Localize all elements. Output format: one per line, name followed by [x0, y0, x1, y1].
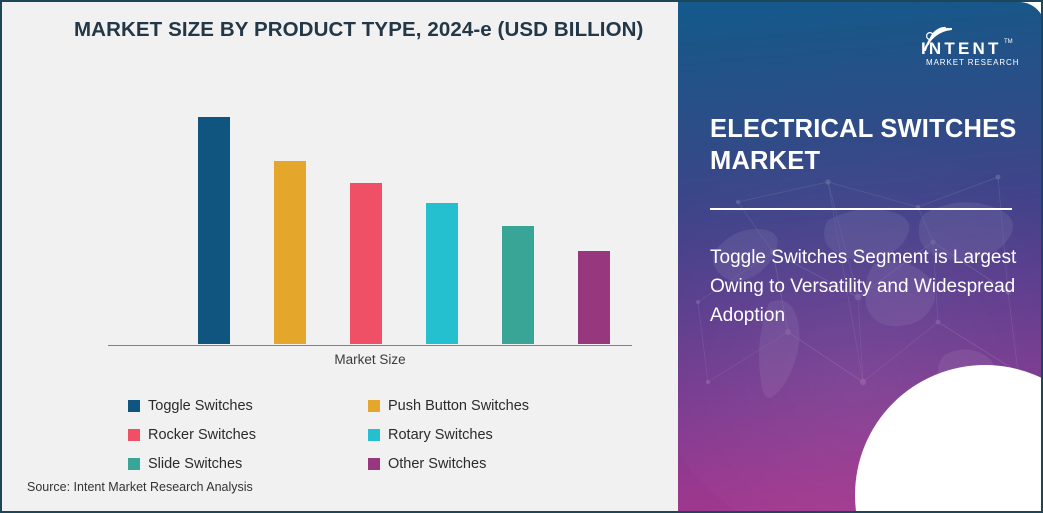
legend-item-rocker-switches[interactable]: Rocker Switches: [128, 427, 368, 443]
legend-item-slide-switches[interactable]: Slide Switches: [128, 456, 368, 472]
legend-swatch-icon: [368, 399, 380, 412]
bar-rocker-switches[interactable]: [350, 182, 382, 344]
legend-item-rotary-switches[interactable]: Rotary Switches: [368, 427, 598, 443]
legend-label: Toggle Switches: [148, 397, 253, 414]
legend-swatch-icon: [368, 428, 380, 441]
bar-push-button-switches[interactable]: [274, 160, 306, 344]
x-axis-label: Market Size: [334, 352, 406, 367]
panel-corner-cut: [855, 365, 1041, 511]
chart-legend: Toggle Switches Push Button Switches Rocke…: [128, 391, 598, 478]
brand-panel: INTENT TM MARKET RESEARCH ELECTRICAL SWI…: [678, 2, 1041, 511]
legend-label: Push Button Switches: [388, 397, 530, 414]
logo-wordmark: INTENT: [921, 39, 1002, 58]
logo-tagline: MARKET RESEARCH: [926, 58, 1019, 67]
bar-slot: [486, 102, 550, 344]
bar-rotary-switches[interactable]: [426, 203, 458, 344]
legend-swatch-icon: [368, 457, 380, 470]
bar-toggle-switches[interactable]: [198, 116, 230, 344]
panel-title: ELECTRICAL SWITCHES MARKET: [710, 115, 1017, 175]
intent-market-research-logo: INTENT TM MARKET RESEARCH: [921, 26, 1019, 67]
bar-other-switches[interactable]: [578, 250, 610, 344]
legend-label: Other Switches: [388, 455, 487, 472]
panel-subtitle: Toggle Switches Segment is Largest Owing…: [710, 247, 1017, 326]
legend-label: Slide Switches: [148, 455, 243, 472]
legend-label: Rotary Switches: [388, 426, 493, 443]
panel-divider: [710, 208, 1012, 210]
bar-slot: [334, 102, 398, 344]
source-note: Source: Intent Market Research Analysis: [27, 480, 253, 494]
bar-slide-switches[interactable]: [502, 226, 534, 344]
legend-label: Rocker Switches: [148, 426, 256, 443]
legend-item-push-button-switches[interactable]: Push Button Switches: [368, 398, 598, 414]
bar-slot: [182, 102, 246, 344]
legend-swatch-icon: [128, 457, 140, 470]
bar-slot: [410, 102, 474, 344]
legend-item-toggle-switches[interactable]: Toggle Switches: [128, 398, 368, 414]
bar-group: [108, 102, 632, 344]
legend-swatch-icon: [128, 428, 140, 441]
logo-trademark: TM: [1004, 39, 1013, 45]
bar-slot: [258, 102, 322, 344]
chart-title: MARKET SIZE BY PRODUCT TYPE, 2024-e (USD…: [74, 18, 644, 41]
chart-panel: MARKET SIZE BY PRODUCT TYPE, 2024-e (USD…: [2, 2, 678, 511]
legend-swatch-icon: [128, 399, 140, 412]
bar-slot: [562, 102, 626, 344]
legend-item-other-switches[interactable]: Other Switches: [368, 456, 598, 472]
plot-area: [108, 102, 632, 346]
x-axis-line: [108, 345, 632, 346]
